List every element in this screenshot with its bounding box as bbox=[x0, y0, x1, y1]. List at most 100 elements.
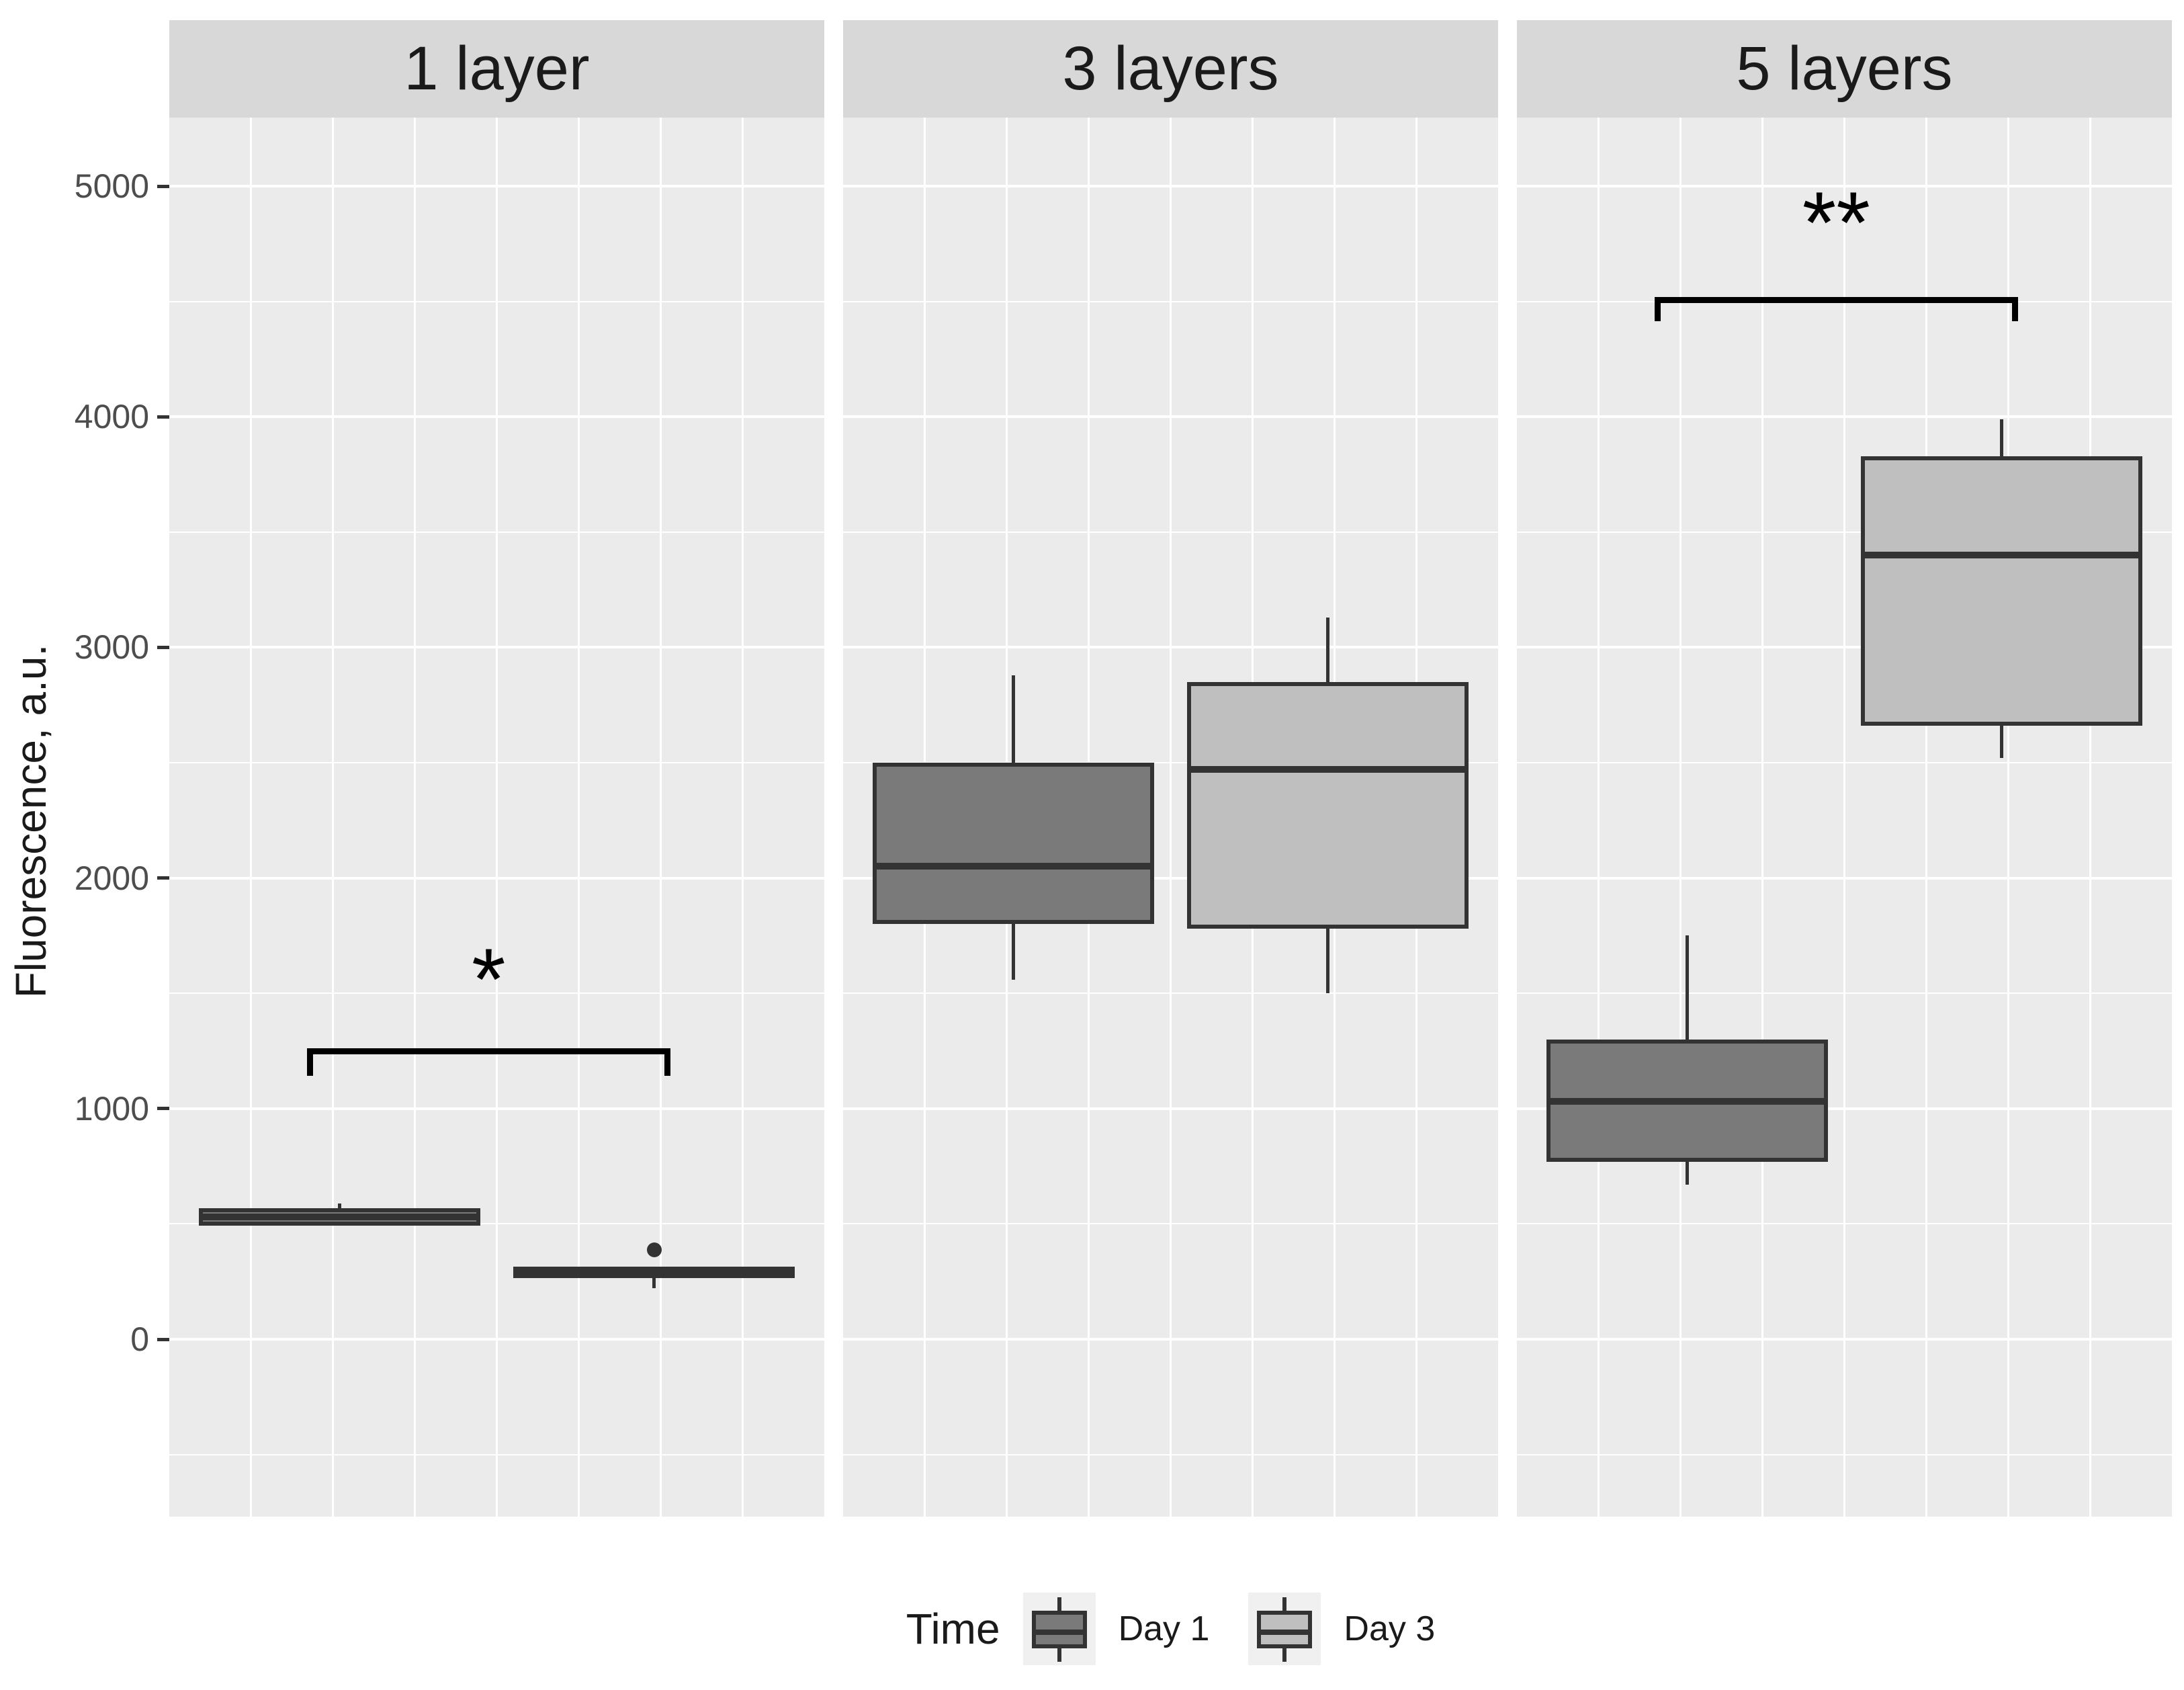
median-line bbox=[1550, 1098, 1824, 1105]
facet-panel bbox=[843, 118, 1498, 1517]
gridline-major bbox=[843, 646, 1498, 649]
y-tick-mark bbox=[157, 1337, 169, 1341]
gridline-vertical bbox=[2089, 118, 2091, 1517]
whisker-lower bbox=[2000, 726, 2003, 759]
legend-key-boxplot-glyph bbox=[1248, 1593, 1321, 1665]
gridline-minor bbox=[169, 1223, 824, 1225]
gridline-vertical bbox=[332, 118, 335, 1517]
gridline-minor bbox=[843, 1223, 1498, 1225]
gridline-minor bbox=[843, 762, 1498, 763]
gridline-minor bbox=[169, 531, 824, 533]
y-tick-label: 4000 bbox=[74, 398, 149, 436]
facet-strip: 3 layers bbox=[843, 20, 1498, 118]
whisker-upper bbox=[2000, 419, 2003, 456]
y-tick-label: 5000 bbox=[74, 167, 149, 205]
median-line bbox=[877, 863, 1150, 870]
boxplot-box bbox=[873, 763, 1154, 925]
gridline-major bbox=[1517, 415, 2172, 419]
gridline-vertical bbox=[1843, 118, 1845, 1517]
gridline-vertical bbox=[2007, 118, 2009, 1517]
gridline-major bbox=[169, 185, 824, 187]
gridline-major bbox=[169, 415, 824, 419]
legend-key-median bbox=[1035, 1630, 1083, 1635]
median-line bbox=[517, 1269, 791, 1277]
gridline-major bbox=[843, 185, 1498, 187]
legend-entry-label: Day 3 bbox=[1344, 1609, 1436, 1648]
gridline-vertical bbox=[250, 118, 253, 1517]
significance-label: ** bbox=[1802, 173, 1870, 272]
boxplot-box bbox=[1546, 1039, 1828, 1162]
gridline-vertical bbox=[1761, 118, 1764, 1517]
facet-strip-label: 3 layers bbox=[1062, 34, 1279, 103]
gridline-major bbox=[843, 1338, 1498, 1341]
median-line bbox=[1191, 766, 1465, 773]
gridline-minor bbox=[843, 992, 1498, 995]
whisker-lower bbox=[1326, 929, 1329, 994]
y-tick-mark bbox=[157, 645, 169, 649]
whisker-upper bbox=[1012, 675, 1015, 763]
gridline-minor bbox=[169, 992, 824, 995]
y-tick-label: 0 bbox=[130, 1320, 149, 1358]
gridline-major bbox=[843, 415, 1498, 419]
legend-key-box bbox=[1257, 1611, 1313, 1648]
gridline-minor bbox=[1517, 531, 2172, 533]
significance-leg-right bbox=[2011, 296, 2018, 321]
y-tick-mark bbox=[157, 1107, 169, 1111]
gridline-vertical bbox=[1925, 118, 1927, 1517]
gridline-vertical bbox=[741, 118, 744, 1517]
median-line bbox=[1865, 552, 2138, 559]
boxplot-box bbox=[1861, 456, 2142, 726]
y-tick-mark bbox=[157, 184, 169, 188]
gridline-minor bbox=[1517, 1453, 2172, 1455]
gridline-vertical bbox=[1170, 118, 1172, 1517]
gridline-major bbox=[169, 1338, 824, 1341]
facet-strip-label: 5 layers bbox=[1736, 34, 1953, 103]
y-axis-title: Fluorescence, a.u. bbox=[7, 644, 55, 999]
y-tick-label: 2000 bbox=[74, 859, 149, 897]
significance-bar bbox=[1654, 296, 2018, 303]
significance-label: * bbox=[472, 929, 506, 1028]
y-tick-mark bbox=[157, 876, 169, 880]
gridline-minor bbox=[169, 300, 824, 302]
significance-leg-left bbox=[306, 1048, 313, 1076]
legend-key-whisker-top bbox=[1282, 1597, 1287, 1611]
legend-key-median bbox=[1261, 1630, 1309, 1635]
gridline-minor bbox=[1517, 1223, 2172, 1225]
significance-bar bbox=[306, 1048, 670, 1054]
boxplot-box bbox=[1187, 681, 1469, 929]
legend-key-whisker-bottom bbox=[1057, 1648, 1061, 1662]
gridline-major bbox=[1517, 876, 2172, 880]
legend-entries: Day 1 Day 3 bbox=[1022, 1593, 1436, 1665]
gridline-vertical bbox=[1679, 118, 1682, 1517]
gridline-minor bbox=[169, 1453, 824, 1455]
gridline-vertical bbox=[414, 118, 417, 1517]
gridline-major bbox=[1517, 646, 2172, 649]
gridline-major bbox=[169, 646, 824, 649]
gridline-minor bbox=[843, 1453, 1498, 1455]
legend-key-whisker-top bbox=[1057, 1597, 1061, 1611]
outlier-point bbox=[646, 1242, 662, 1257]
gridline-major bbox=[843, 876, 1498, 880]
facet-panel: * bbox=[169, 118, 824, 1517]
gridline-minor bbox=[843, 300, 1498, 302]
gridline-major bbox=[1517, 1338, 2172, 1341]
y-tick-label: 3000 bbox=[74, 628, 149, 667]
whisker-lower bbox=[1686, 1161, 1689, 1185]
whisker-upper bbox=[1686, 935, 1689, 1040]
gridline-vertical bbox=[496, 118, 498, 1517]
gridline-major bbox=[169, 1107, 824, 1110]
y-tick-label: 1000 bbox=[74, 1089, 149, 1128]
gridline-major bbox=[843, 1107, 1498, 1110]
legend-key-box bbox=[1031, 1611, 1087, 1648]
legend-entry-label: Day 1 bbox=[1118, 1609, 1210, 1648]
facet-panel: ** bbox=[1517, 118, 2172, 1517]
legend: Time Day 1 Day 3 bbox=[169, 1587, 2172, 1671]
boxplot-box bbox=[513, 1266, 795, 1279]
gridline-minor bbox=[1517, 992, 2172, 995]
significance-leg-left bbox=[1654, 296, 1661, 321]
facet-strip: 5 layers bbox=[1517, 20, 2172, 118]
whisker-upper bbox=[338, 1203, 341, 1209]
whisker-upper bbox=[1326, 617, 1329, 682]
gridline-vertical bbox=[659, 118, 662, 1517]
